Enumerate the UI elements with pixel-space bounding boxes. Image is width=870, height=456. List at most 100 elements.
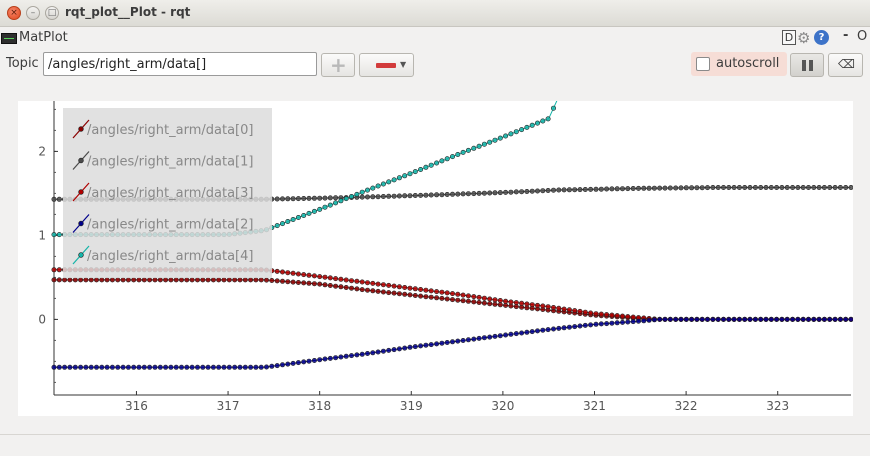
series-marker-3 xyxy=(476,335,482,341)
series-marker-3 xyxy=(843,316,849,322)
maximize-icon[interactable]: □ xyxy=(45,6,59,20)
minimize-plugin-button[interactable]: - xyxy=(843,28,849,43)
series-marker-0 xyxy=(460,298,466,304)
series-marker-0 xyxy=(237,277,243,283)
series-marker-4 xyxy=(487,139,493,145)
series-marker-3 xyxy=(784,316,790,322)
topic-input[interactable] xyxy=(43,52,317,76)
gear-icon[interactable]: ⚙ xyxy=(797,29,811,47)
add-topic-button[interactable]: + xyxy=(321,53,355,77)
series-marker-4 xyxy=(354,191,360,197)
series-marker-1 xyxy=(805,185,811,191)
series-marker-3 xyxy=(173,364,179,370)
series-marker-2 xyxy=(550,305,556,311)
series-marker-4 xyxy=(295,215,301,221)
series-marker-3 xyxy=(455,338,461,344)
series-marker-0 xyxy=(56,277,62,283)
series-marker-4 xyxy=(285,219,291,225)
series-marker-3 xyxy=(550,326,556,332)
series-marker-3 xyxy=(56,364,62,370)
series-marker-3 xyxy=(481,335,487,341)
series-marker-4 xyxy=(418,167,424,173)
series-marker-3 xyxy=(253,364,259,370)
series-marker-4 xyxy=(391,177,397,183)
remove-icon xyxy=(376,63,396,68)
series-marker-0 xyxy=(439,295,445,301)
series-marker-1 xyxy=(359,194,365,200)
series-marker-3 xyxy=(821,316,827,322)
series-marker-3 xyxy=(72,364,78,370)
series-marker-3 xyxy=(200,364,206,370)
series-marker-3 xyxy=(673,316,679,322)
series-marker-0 xyxy=(359,287,365,293)
series-marker-3 xyxy=(163,364,169,370)
series-marker-2 xyxy=(465,293,471,299)
series-marker-1 xyxy=(279,196,285,202)
series-marker-4 xyxy=(322,204,328,210)
help-icon[interactable]: ? xyxy=(814,30,829,45)
series-marker-1 xyxy=(715,185,721,191)
series-marker-0 xyxy=(72,277,78,283)
series-marker-4 xyxy=(455,151,461,157)
series-marker-2 xyxy=(529,302,535,308)
series-marker-0 xyxy=(492,301,498,307)
autoscroll-checkbox[interactable] xyxy=(696,57,710,71)
float-plugin-button[interactable]: O xyxy=(857,29,868,44)
series-marker-3 xyxy=(157,364,163,370)
series-marker-3 xyxy=(561,325,567,331)
series-marker-1 xyxy=(588,186,594,192)
series-marker-2 xyxy=(572,308,578,314)
dock-d-button[interactable]: D xyxy=(782,30,796,45)
series-marker-2 xyxy=(582,309,588,315)
series-marker-3 xyxy=(264,364,270,370)
series-marker-2 xyxy=(333,276,339,282)
series-marker-3 xyxy=(311,357,317,363)
legend-label: /angles/right_arm/data[1] xyxy=(87,155,253,170)
series-marker-3 xyxy=(184,364,190,370)
series-marker-2 xyxy=(354,278,360,284)
series-marker-2 xyxy=(364,280,370,286)
pause-button[interactable] xyxy=(790,53,824,77)
series-marker-4 xyxy=(497,135,503,141)
autoscroll-toggle[interactable]: autoscroll xyxy=(691,52,787,76)
series-marker-1 xyxy=(774,185,780,191)
series-marker-3 xyxy=(779,316,785,322)
series-marker-0 xyxy=(279,278,285,284)
series-marker-3 xyxy=(343,353,349,359)
series-marker-2 xyxy=(402,285,408,291)
series-marker-0 xyxy=(295,280,301,286)
series-marker-3 xyxy=(131,364,137,370)
series-marker-3 xyxy=(582,322,588,328)
series-marker-4 xyxy=(444,156,450,162)
series-marker-1 xyxy=(593,186,599,192)
series-marker-1 xyxy=(800,185,806,191)
series-marker-1 xyxy=(747,185,753,191)
plot-canvas[interactable]: 316 317 318 319 320 321 322 323 0 1 2/angles/right… xyxy=(18,101,853,416)
series-marker-3 xyxy=(412,344,418,350)
remove-topic-button[interactable]: ▼ xyxy=(359,53,414,77)
series-marker-1 xyxy=(285,196,291,202)
series-marker-1 xyxy=(550,187,556,193)
series-marker-2 xyxy=(274,268,280,274)
series-marker-1 xyxy=(795,185,801,191)
series-marker-4 xyxy=(460,149,466,155)
series-marker-3 xyxy=(619,319,625,325)
series-marker-1 xyxy=(689,185,695,191)
series-marker-0 xyxy=(412,293,418,299)
plus-icon: + xyxy=(330,53,347,77)
series-marker-2 xyxy=(604,312,610,318)
series-marker-0 xyxy=(476,300,482,306)
series-marker-1 xyxy=(322,195,328,201)
series-marker-2 xyxy=(327,275,333,281)
series-marker-0 xyxy=(264,277,270,283)
series-marker-1 xyxy=(460,191,466,197)
series-marker-3 xyxy=(226,364,232,370)
series-marker-0 xyxy=(311,281,317,287)
clear-button[interactable]: ⌫ xyxy=(828,53,863,77)
series-marker-1 xyxy=(843,185,849,191)
minimize-icon[interactable]: – xyxy=(26,6,40,20)
series-marker-1 xyxy=(503,189,509,195)
series-marker-3 xyxy=(635,318,641,324)
close-icon[interactable]: × xyxy=(7,6,21,20)
series-marker-4 xyxy=(423,164,429,170)
